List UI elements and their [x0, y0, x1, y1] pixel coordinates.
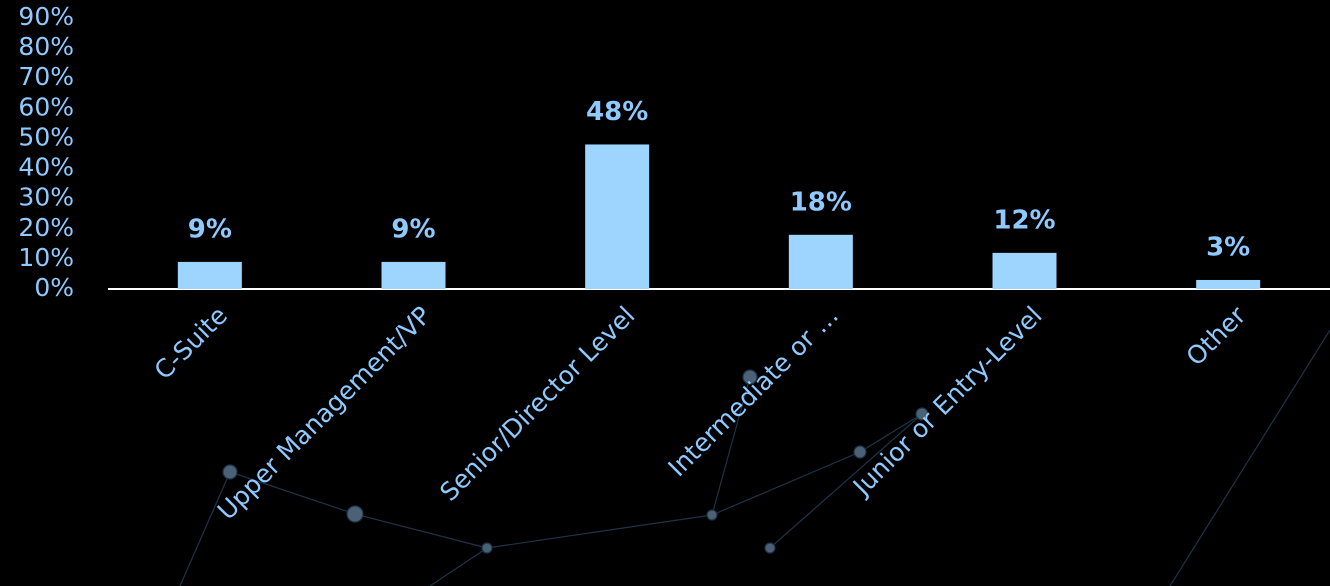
- network-line: [486, 514, 713, 549]
- network-node: [222, 464, 238, 480]
- x-tick-label: Intermediate or …: [662, 301, 844, 483]
- network-line: [711, 376, 751, 516]
- value-label: 12%: [993, 205, 1055, 235]
- x-tick-label: C-Suite: [149, 301, 233, 385]
- y-tick-label: 70%: [18, 62, 74, 91]
- x-tick-label: Upper Management/VP: [212, 301, 437, 526]
- network-line: [429, 547, 488, 586]
- x-tick-label: Other: [1181, 300, 1252, 371]
- network-node: [742, 369, 758, 385]
- y-tick-label: 50%: [18, 122, 74, 151]
- y-tick-label: 20%: [18, 213, 74, 242]
- y-tick-label: 30%: [18, 183, 74, 212]
- network-node: [481, 542, 493, 554]
- network-line: [769, 413, 923, 549]
- x-tick-label: Senior/Director Level: [434, 301, 640, 507]
- y-tick-label: 60%: [18, 92, 74, 121]
- value-label: 9%: [188, 214, 232, 244]
- value-label: 3%: [1206, 232, 1250, 262]
- network-node: [706, 509, 718, 521]
- network-node: [764, 542, 776, 554]
- network-node: [853, 445, 867, 459]
- network-line: [179, 471, 231, 586]
- bar: [992, 252, 1057, 289]
- network-node: [915, 407, 929, 421]
- bar: [177, 261, 242, 289]
- network-line: [711, 451, 861, 516]
- network-line: [354, 513, 488, 549]
- network-line: [1169, 329, 1330, 586]
- value-label: 48%: [586, 97, 648, 127]
- network-line: [859, 413, 923, 453]
- network-line: [229, 471, 356, 515]
- x-tick-label: Junior or Entry-Level: [846, 301, 1048, 503]
- bar: [381, 261, 446, 289]
- value-label: 9%: [391, 214, 435, 244]
- y-tick-label: 90%: [18, 2, 74, 31]
- network-node: [346, 505, 364, 523]
- y-tick-label: 40%: [18, 153, 74, 182]
- y-tick-label: 10%: [18, 243, 74, 272]
- background-network: [179, 329, 1330, 586]
- value-label: 18%: [790, 187, 852, 217]
- bar: [585, 144, 650, 289]
- bar: [1196, 279, 1261, 289]
- y-tick-label: 0%: [34, 273, 74, 302]
- y-tick-label: 80%: [18, 32, 74, 61]
- bar: [788, 234, 853, 289]
